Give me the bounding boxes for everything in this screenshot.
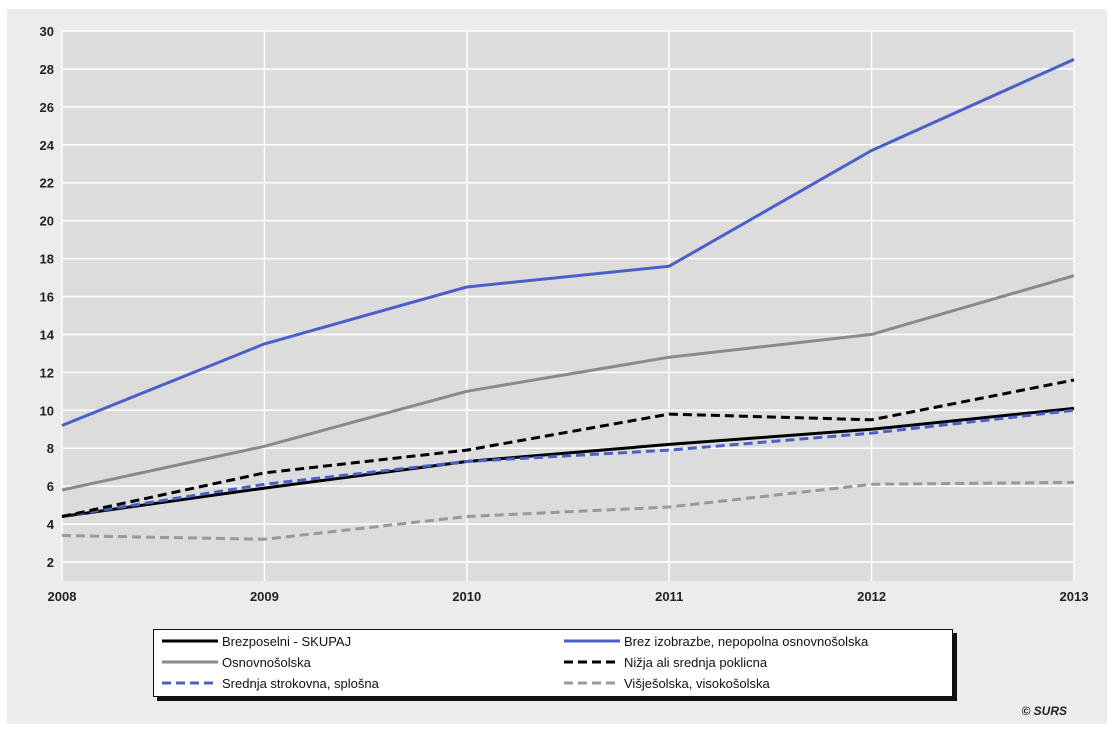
- gridlines: [61, 30, 1075, 581]
- y-tick-label: 18: [40, 252, 54, 267]
- plot-area: [62, 31, 1074, 581]
- y-tick-label: 20: [40, 214, 54, 229]
- x-tick-label: 2009: [250, 589, 279, 604]
- legend: Brezposelni - SKUPAJ Brez izobrazbe, nepo…: [153, 629, 953, 697]
- y-tick-label: 16: [40, 290, 54, 305]
- series-line: [61, 480, 1075, 541]
- legend-entry: Višješolska, visokošolska: [564, 672, 770, 694]
- x-tick-labels: 2008 2009 2010 2011 2012 2013: [48, 589, 1089, 604]
- y-tick-label: 28: [40, 62, 54, 77]
- series-line: [61, 58, 1075, 427]
- x-tick-label: 2008: [48, 589, 77, 604]
- y-tick-label: 22: [40, 176, 54, 191]
- series-line: [61, 274, 1075, 492]
- legend-label: Višješolska, visokošolska: [624, 675, 770, 691]
- legend-swatch: [564, 681, 620, 685]
- legend-entry: Nižja ali srednja poklicna: [564, 651, 767, 673]
- y-tick-label: 10: [40, 403, 54, 418]
- chart-frame: 2 4 6 8 10 12 14 16 18 20 22 24 26 28 30 2008 2009 2010 2…: [7, 9, 1107, 724]
- x-tick-label: 2010: [452, 589, 481, 604]
- x-tick-label: 2013: [1060, 589, 1089, 604]
- legend-swatch: [162, 681, 218, 685]
- y-tick-label: 6: [47, 479, 54, 494]
- legend-swatch: [564, 660, 620, 664]
- x-tick-label: 2012: [857, 589, 886, 604]
- legend-entry: Srednja strokovna, splošna: [162, 672, 379, 694]
- y-tick-label: 26: [40, 100, 54, 115]
- y-tick-label: 24: [40, 138, 55, 153]
- legend-swatch: [162, 639, 218, 643]
- series-line: [61, 406, 1075, 518]
- y-tick-label: 2: [47, 555, 54, 570]
- y-tick-label: 8: [47, 441, 54, 456]
- x-tick-label: 2011: [655, 589, 683, 604]
- y-tick-label: 14: [40, 327, 55, 342]
- y-tick-label: 4: [47, 517, 55, 532]
- series-line: [61, 408, 1075, 518]
- source-credit: © SURS: [1021, 704, 1067, 718]
- legend-label: Srednja strokovna, splošna: [222, 675, 379, 691]
- legend-label: Osnovnošolska: [222, 654, 311, 670]
- legend-entry: Brezposelni - SKUPAJ: [162, 630, 351, 652]
- legend-label: Brez izobrazbe, nepopolna osnovnošolska: [624, 633, 869, 649]
- legend-entry: Brez izobrazbe, nepopolna osnovnošolska: [564, 630, 868, 652]
- series-lines: [61, 58, 1075, 541]
- y-tick-label: 30: [40, 24, 54, 39]
- legend-label: Brezposelni - SKUPAJ: [222, 633, 352, 649]
- legend-swatch: [162, 660, 218, 664]
- legend-entry: Osnovnošolska: [162, 651, 311, 673]
- y-tick-label: 12: [40, 365, 54, 380]
- series-line: [61, 378, 1075, 518]
- legend-label: Nižja ali srednja poklicna: [624, 654, 768, 670]
- legend-swatch: [564, 639, 620, 643]
